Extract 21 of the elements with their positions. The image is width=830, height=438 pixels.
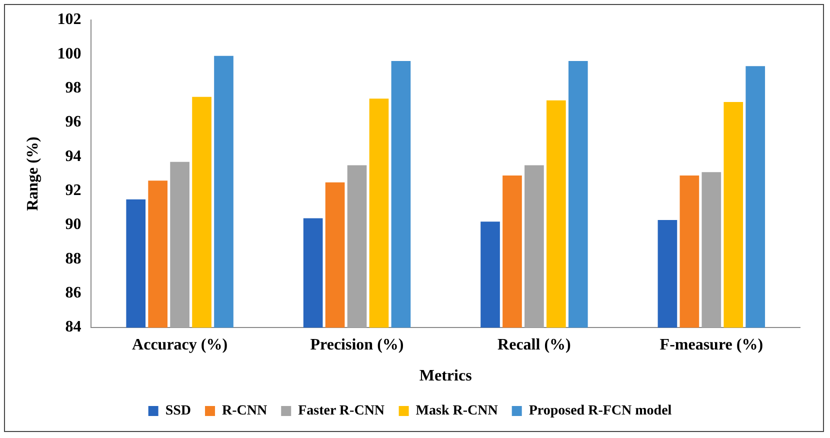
y-tick-label: 94 (65, 148, 82, 165)
y-tick-label: 96 (65, 114, 82, 131)
y-tick-label: 92 (65, 182, 82, 200)
x-tick-label: F-measure (%) (660, 336, 764, 354)
legend-label: SSD (165, 404, 191, 419)
x-axis-title: Metrics (419, 368, 472, 385)
y-tick-label: 84 (65, 318, 82, 336)
legend-label: Mask R-CNN (416, 404, 498, 419)
x-tick-label: Accuracy (%) (132, 336, 228, 354)
x-tick-label: Precision (%) (310, 336, 404, 354)
x-tick-label: Recall (%) (498, 336, 571, 354)
y-tick-label: 98 (65, 79, 82, 96)
y-tick-label: 86 (65, 284, 82, 302)
y-axis-title: Range (%) (24, 136, 42, 211)
y-tick-label: 100 (57, 45, 82, 62)
legend-label: Faster R-CNN (298, 404, 385, 419)
legend-label: Proposed R-FCN model (528, 404, 672, 419)
y-tick-label: 102 (57, 11, 82, 28)
y-tick-label: 88 (65, 250, 82, 268)
y-tick-label: 90 (65, 216, 82, 234)
legend-label: R-CNN (222, 404, 268, 419)
